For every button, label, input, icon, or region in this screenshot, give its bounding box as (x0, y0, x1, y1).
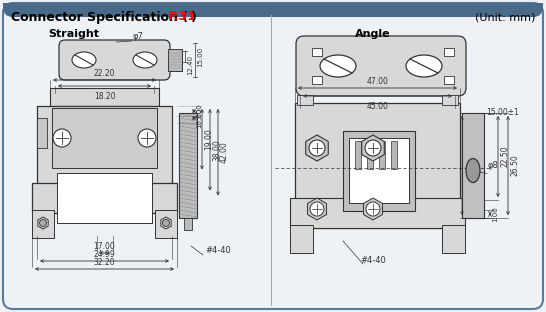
Circle shape (53, 129, 71, 147)
Text: 26.50: 26.50 (510, 155, 519, 176)
Polygon shape (362, 135, 384, 161)
Text: (Unit: mm): (Unit: mm) (474, 12, 535, 22)
Polygon shape (306, 135, 328, 161)
Circle shape (138, 129, 156, 147)
Text: Connector Specification (: Connector Specification ( (11, 11, 188, 23)
Text: 15.00±1: 15.00±1 (486, 108, 519, 117)
Ellipse shape (133, 52, 157, 68)
Text: 47.00: 47.00 (366, 77, 388, 86)
Circle shape (39, 220, 46, 227)
Circle shape (310, 202, 324, 216)
Bar (444, 48, 454, 56)
Ellipse shape (406, 55, 442, 77)
Bar (391, 141, 397, 169)
Bar (37, 106, 172, 201)
Text: 22.20: 22.20 (94, 69, 115, 78)
Bar (312, 76, 322, 84)
Circle shape (365, 140, 381, 156)
Text: 7.00: 7.00 (196, 103, 202, 119)
Circle shape (366, 202, 380, 216)
FancyBboxPatch shape (296, 36, 466, 96)
Polygon shape (307, 198, 327, 220)
Ellipse shape (320, 55, 356, 77)
Text: φ7: φ7 (133, 32, 144, 41)
Ellipse shape (466, 158, 480, 183)
Bar (442, 95, 458, 105)
Bar (367, 141, 373, 169)
Bar (442, 225, 465, 253)
Bar (57, 173, 152, 223)
Text: 18.20: 18.20 (94, 92, 115, 101)
Bar (155, 210, 177, 238)
FancyBboxPatch shape (3, 3, 543, 17)
Bar (444, 76, 454, 84)
Bar (379, 141, 385, 169)
Text: #4-40: #4-40 (360, 256, 386, 265)
Text: φ8: φ8 (488, 161, 499, 170)
Circle shape (309, 140, 325, 156)
Bar (312, 48, 322, 56)
Text: Angle: Angle (355, 29, 390, 39)
Text: Straight: Straight (48, 29, 99, 39)
Text: 17.00: 17.00 (93, 242, 115, 251)
Bar (179, 113, 197, 218)
Bar (355, 141, 361, 169)
Text: 10.00: 10.00 (196, 108, 202, 128)
Bar (297, 95, 313, 105)
Bar (32, 183, 177, 213)
Bar (3, 3, 543, 10)
Circle shape (163, 220, 169, 227)
Polygon shape (38, 217, 48, 229)
Bar (52, 108, 157, 168)
Bar (168, 49, 182, 71)
Text: 15.00: 15.00 (197, 47, 203, 67)
Bar (290, 225, 313, 253)
Bar (50, 88, 159, 106)
Bar (184, 218, 192, 230)
Text: 38.00: 38.00 (212, 139, 221, 161)
Text: 24.99: 24.99 (93, 250, 115, 259)
Text: #4-40: #4-40 (205, 246, 231, 255)
FancyBboxPatch shape (59, 40, 170, 80)
FancyBboxPatch shape (3, 3, 543, 309)
Text: P.31: P.31 (168, 11, 197, 23)
Text: 22.50: 22.50 (500, 146, 509, 167)
Polygon shape (161, 217, 171, 229)
Polygon shape (364, 198, 383, 220)
Text: 42.00: 42.00 (220, 141, 229, 163)
Bar (343, 131, 415, 211)
Bar (462, 113, 484, 218)
Text: ): ) (191, 11, 197, 23)
Text: 1.00: 1.00 (492, 206, 498, 222)
Text: 32.20: 32.20 (94, 258, 115, 267)
Text: 45.00: 45.00 (366, 102, 388, 111)
Text: 19.00: 19.00 (204, 128, 213, 150)
Bar (295, 103, 460, 228)
Bar (349, 138, 409, 203)
Bar (32, 210, 54, 238)
Text: 12.40: 12.40 (187, 55, 193, 75)
Bar (37, 118, 47, 148)
Bar (290, 198, 465, 228)
Ellipse shape (72, 52, 96, 68)
